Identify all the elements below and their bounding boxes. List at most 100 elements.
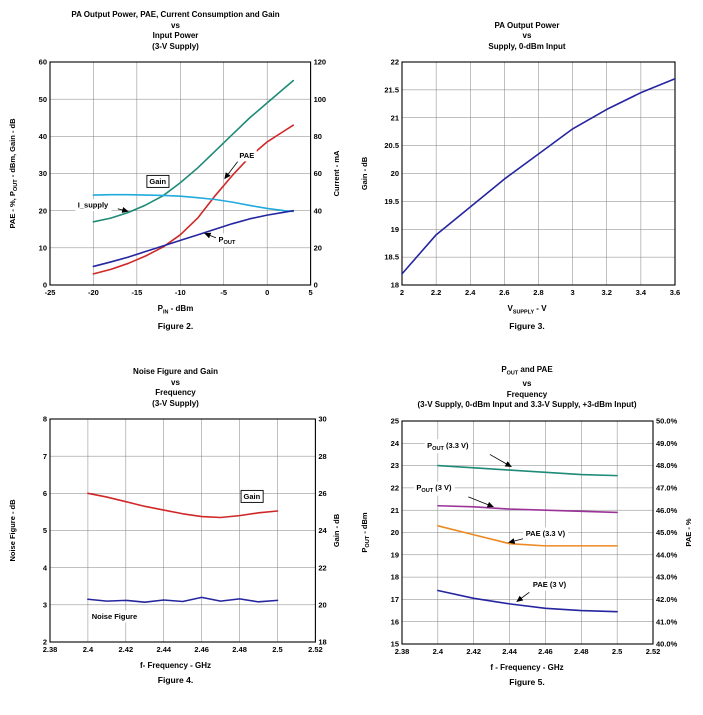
svg-text:18: 18	[318, 638, 326, 647]
svg-text:30: 30	[318, 415, 326, 424]
svg-text:40: 40	[39, 132, 47, 141]
series-lines	[92, 79, 295, 275]
svg-text:0: 0	[314, 281, 318, 290]
svg-text:17: 17	[390, 595, 398, 604]
svg-text:20: 20	[390, 528, 398, 537]
svg-text:40: 40	[314, 206, 322, 215]
svg-text:42.0%: 42.0%	[656, 595, 678, 604]
svg-text:2.52: 2.52	[645, 647, 660, 656]
x-axis-label: PIN - dBm	[157, 304, 194, 316]
svg-text:2.38: 2.38	[43, 645, 58, 654]
svg-text:2.46: 2.46	[194, 645, 209, 654]
left-axis-label: POUT - dBm	[360, 512, 371, 553]
svg-text:2.42: 2.42	[119, 645, 134, 654]
svg-text:19.5: 19.5	[384, 197, 399, 206]
svg-text:80: 80	[314, 132, 322, 141]
figure-3: PA Output Power vs Supply, 0-dBm Input 2 2.2…	[351, 0, 703, 357]
annotation-label: Gain	[149, 177, 166, 186]
svg-text:2.46: 2.46	[538, 647, 553, 656]
svg-text:45.0%: 45.0%	[656, 528, 678, 537]
svg-text:2.48: 2.48	[232, 645, 247, 654]
svg-text:120: 120	[314, 58, 327, 67]
svg-text:50.0%: 50.0%	[656, 416, 678, 425]
chart-title: PA Output Power, PAE, Current Consumptio…	[71, 10, 280, 51]
x-axis-label: f- Frequency - GHz	[139, 661, 212, 670]
chart-area: 2 2.2 2.4 2.6 2.8 3 3.2 3.4 3.6 18 18.5 19 19.5 20 20.…	[358, 54, 697, 302]
annotation-bg	[89, 610, 140, 623]
tick-labels: 2 2.2 2.4 2.6 2.8 3 3.2 3.4 3.6 18 18.5 19 19.5 20 20.…	[384, 58, 680, 297]
svg-text:16: 16	[390, 617, 398, 626]
svg-text:21: 21	[390, 113, 398, 122]
svg-text:2.4: 2.4	[465, 288, 476, 297]
left-axis-label: Noise Figure - dB	[8, 499, 17, 562]
svg-text:2.48: 2.48	[573, 647, 588, 656]
left-axis-label: Gain - dB	[360, 156, 369, 190]
svg-text:10: 10	[39, 243, 47, 252]
svg-text:50: 50	[39, 95, 47, 104]
svg-text:3.6: 3.6	[669, 288, 679, 297]
svg-text:0: 0	[265, 288, 269, 297]
svg-text:22: 22	[390, 58, 398, 67]
chart-canvas: 2 2.2 2.4 2.6 2.8 3 3.2 3.4 3.6 18 18.5 19 19.5 20 20.…	[360, 58, 680, 297]
chart-title: PA Output Power vs Supply, 0-dBm Input	[488, 20, 566, 51]
svg-text:8: 8	[43, 415, 47, 424]
tick-labels: 2.38 2.4 2.42 2.44 2.46 2.48 2.5 2.52 2 3 4 5 6 7 8 18 2…	[43, 415, 328, 654]
annotation-label: PAE (3.3 V)	[525, 528, 565, 537]
svg-text:44.0%: 44.0%	[656, 550, 678, 559]
svg-text:2.5: 2.5	[611, 647, 621, 656]
svg-text:2.38: 2.38	[394, 647, 409, 656]
figure-4: Noise Figure and Gain vs Frequency (3-V Sup…	[0, 357, 351, 715]
annotation-arrow	[204, 232, 217, 239]
chart-area: 2.38 2.4 2.42 2.44 2.46 2.48 2.5 2.52 2 3 4 5 6 7 8 18 2…	[6, 411, 345, 659]
svg-text:2.6: 2.6	[499, 288, 509, 297]
series-gain	[92, 193, 295, 213]
annotation-label: Gain	[244, 492, 261, 501]
svg-text:0: 0	[43, 281, 47, 290]
annotation-bg	[413, 481, 455, 496]
series-i-supply	[92, 79, 295, 223]
chart-title: Noise Figure and Gain vs Frequency (3-V Sup…	[133, 367, 218, 408]
svg-text:24: 24	[390, 438, 399, 447]
svg-text:21: 21	[390, 505, 398, 514]
svg-text:24: 24	[318, 526, 327, 535]
svg-text:22: 22	[390, 483, 398, 492]
tick-labels: 2.38 2.4 2.42 2.44 2.46 2.48 2.5 2.52 15 16 17 18 19…	[390, 416, 677, 655]
annotation-arrow	[117, 207, 129, 213]
svg-text:5: 5	[309, 288, 313, 297]
annotation-label: POUT	[219, 235, 236, 246]
svg-text:43.0%: 43.0%	[656, 572, 678, 581]
annotation-label: PAE (3 V)	[532, 580, 566, 589]
chart-canvas: 2.38 2.4 2.42 2.44 2.46 2.48 2.5 2.52 15 16 17 18 19…	[360, 416, 693, 655]
svg-text:49.0%: 49.0%	[656, 438, 678, 447]
annotation-arrow	[467, 496, 494, 508]
svg-text:6: 6	[43, 489, 47, 498]
svg-text:-10: -10	[175, 288, 186, 297]
figure-caption: Figure 3.	[509, 320, 545, 331]
plot-border	[400, 420, 654, 645]
left-axis-label: PAE - %, POUT - dBm, Gain - dB	[8, 118, 19, 229]
chart-canvas: 2.38 2.4 2.42 2.44 2.46 2.48 2.5 2.52 2 3 4 5 6 7 8 18 2…	[8, 415, 341, 654]
svg-text:26: 26	[318, 489, 326, 498]
figure-caption: Figure 5.	[509, 676, 545, 687]
series-lines	[87, 492, 279, 604]
svg-text:2.42: 2.42	[466, 647, 481, 656]
chart-title: POUT and PAE vs Frequency (3-V Supply, 0-dB…	[417, 365, 637, 410]
svg-text:2.5: 2.5	[272, 645, 282, 654]
annotation-bg	[75, 199, 112, 212]
svg-text:-15: -15	[131, 288, 142, 297]
annotation-bg	[216, 233, 239, 248]
svg-text:60: 60	[39, 58, 47, 67]
svg-text:2.52: 2.52	[308, 645, 323, 654]
series-p-out-3-v-	[436, 504, 618, 513]
svg-text:15: 15	[390, 639, 398, 648]
svg-text:23: 23	[390, 461, 398, 470]
tick-labels: -25 -20 -15 -10 -5 0 5010203040506002040608010…	[39, 58, 326, 297]
gridlines	[49, 61, 311, 286]
right-axis-label: Gain - dB	[332, 513, 341, 547]
svg-text:-20: -20	[88, 288, 99, 297]
svg-text:5: 5	[43, 526, 47, 535]
svg-text:20: 20	[314, 243, 322, 252]
svg-text:2.44: 2.44	[502, 647, 517, 656]
x-axis-label: f - Frequency - GHz	[490, 662, 564, 672]
svg-text:28: 28	[318, 452, 326, 461]
